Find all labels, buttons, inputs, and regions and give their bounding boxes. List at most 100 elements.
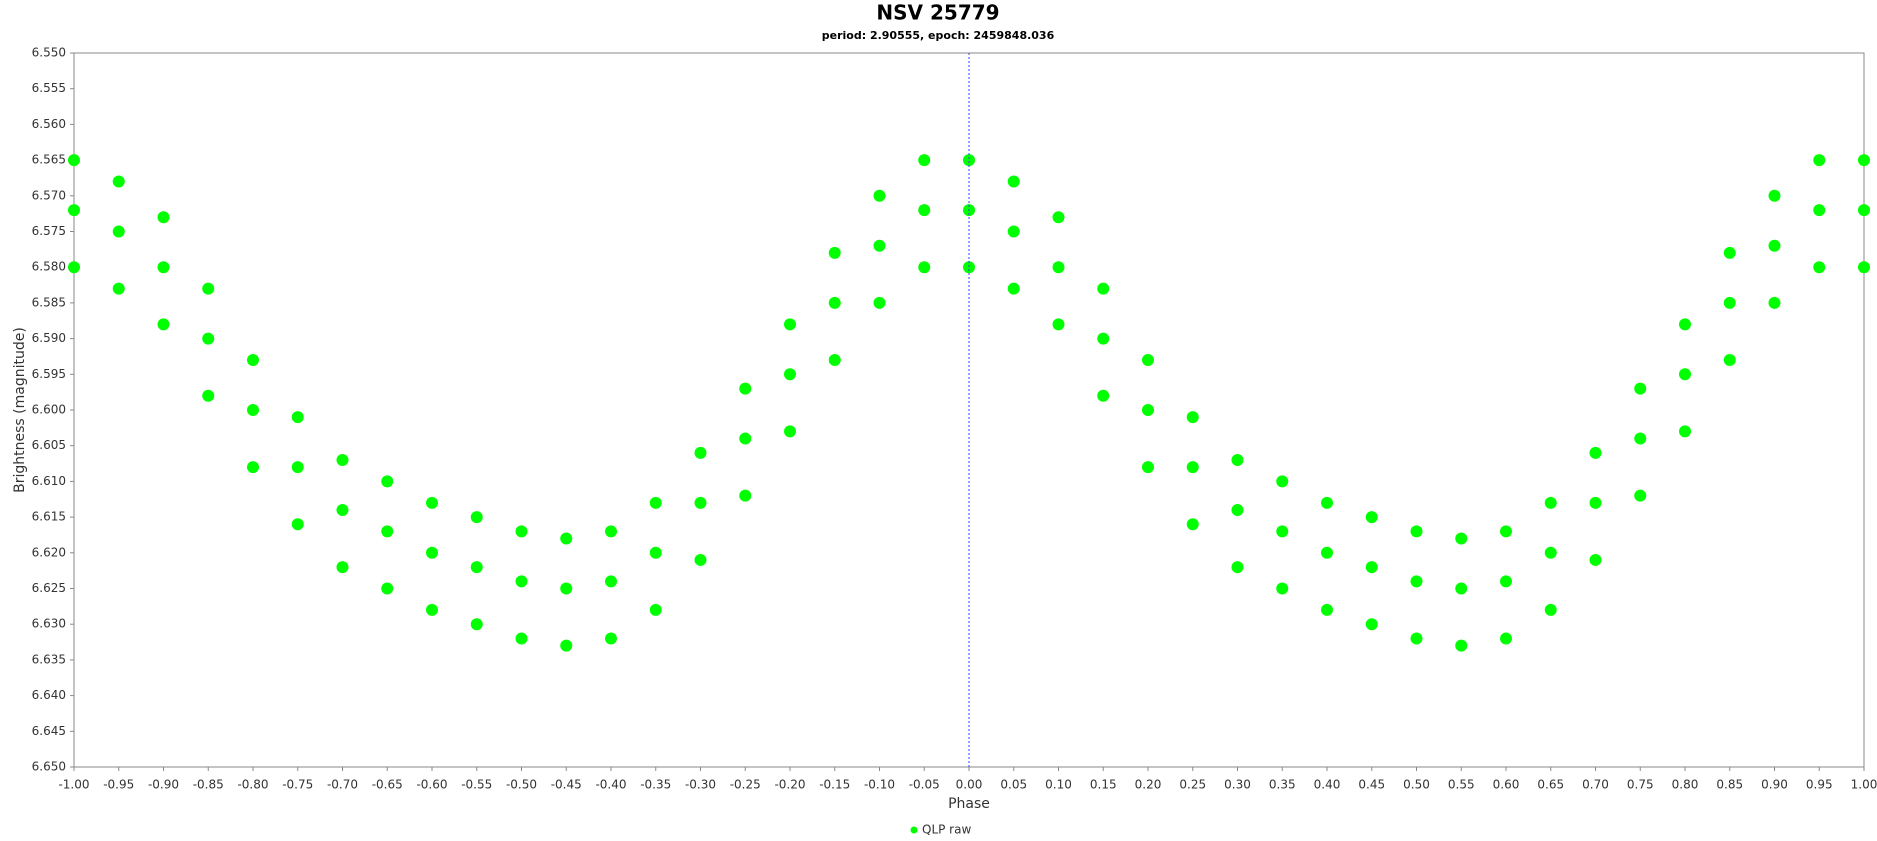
data-point bbox=[1544, 546, 1557, 559]
x-tick-label: 0.35 bbox=[1269, 778, 1296, 792]
legend-label: QLP raw bbox=[922, 823, 971, 837]
data-point bbox=[1679, 425, 1691, 438]
y-tick-label: 6.650 bbox=[32, 760, 66, 774]
data-point bbox=[336, 503, 349, 516]
x-tick-label: 0.75 bbox=[1627, 778, 1654, 792]
data-point bbox=[291, 411, 304, 424]
data-point bbox=[1321, 496, 1333, 509]
data-point bbox=[1097, 282, 1110, 295]
data-point bbox=[291, 518, 304, 531]
data-point bbox=[1186, 411, 1199, 424]
data-point bbox=[1858, 261, 1870, 274]
x-tick-label: -0.65 bbox=[372, 778, 403, 792]
y-tick-label: 6.570 bbox=[32, 188, 66, 202]
data-point bbox=[1231, 453, 1244, 466]
data-point bbox=[336, 561, 349, 574]
data-point bbox=[1276, 582, 1289, 595]
data-point bbox=[1768, 239, 1781, 252]
x-tick-label: -0.10 bbox=[864, 778, 895, 792]
data-point bbox=[426, 496, 438, 509]
data-point bbox=[1544, 496, 1557, 509]
y-tick-label: 6.555 bbox=[32, 81, 66, 95]
data-point bbox=[470, 511, 483, 524]
y-tick-label: 6.620 bbox=[32, 545, 66, 559]
x-tick-label: -0.70 bbox=[327, 778, 358, 792]
y-tick-label: 6.600 bbox=[32, 403, 66, 417]
x-tick-label: -0.80 bbox=[237, 778, 268, 792]
data-point bbox=[694, 496, 707, 509]
data-point bbox=[202, 332, 215, 345]
data-point bbox=[470, 561, 483, 574]
data-point bbox=[560, 582, 573, 595]
x-tick-label: 0.40 bbox=[1314, 778, 1341, 792]
y-tick-label: 6.635 bbox=[32, 652, 66, 666]
x-tick-label: -0.50 bbox=[506, 778, 537, 792]
data-point bbox=[1276, 525, 1289, 538]
x-tick-label: -0.85 bbox=[193, 778, 224, 792]
y-tick-label: 6.580 bbox=[32, 260, 66, 274]
x-tick-label: 0.60 bbox=[1493, 778, 1520, 792]
data-point bbox=[560, 532, 573, 545]
x-tick-label: -0.05 bbox=[909, 778, 940, 792]
data-point bbox=[1679, 368, 1691, 381]
data-point bbox=[918, 154, 931, 167]
x-tick-label: -0.55 bbox=[461, 778, 492, 792]
data-point bbox=[1768, 296, 1781, 309]
x-tick-label: 0.80 bbox=[1672, 778, 1699, 792]
data-point bbox=[68, 154, 80, 167]
y-tick-label: 6.590 bbox=[32, 331, 66, 345]
data-point bbox=[1410, 632, 1423, 645]
x-tick-label: -0.35 bbox=[640, 778, 671, 792]
y-tick-label: 6.625 bbox=[32, 581, 66, 595]
data-point bbox=[1321, 603, 1333, 616]
x-tick-label: 0.00 bbox=[956, 778, 983, 792]
data-point bbox=[1500, 575, 1512, 588]
data-point bbox=[1365, 618, 1378, 631]
data-point bbox=[1321, 546, 1333, 559]
data-point bbox=[515, 632, 528, 645]
data-point bbox=[918, 261, 931, 274]
data-point bbox=[247, 461, 259, 474]
data-point bbox=[1007, 282, 1020, 295]
data-point bbox=[1410, 575, 1423, 588]
data-point bbox=[1365, 561, 1378, 574]
data-point bbox=[963, 154, 975, 167]
data-point bbox=[694, 446, 707, 459]
data-point bbox=[1097, 389, 1110, 402]
data-point bbox=[112, 225, 125, 238]
y-tick-label: 6.630 bbox=[32, 617, 66, 631]
x-tick-label: 0.70 bbox=[1582, 778, 1609, 792]
data-point bbox=[336, 453, 349, 466]
x-tick-label: -1.00 bbox=[58, 778, 89, 792]
data-point bbox=[1813, 154, 1826, 167]
data-point bbox=[381, 475, 394, 488]
data-point bbox=[1500, 525, 1512, 538]
data-point bbox=[202, 389, 215, 402]
data-point bbox=[873, 239, 886, 252]
data-point bbox=[784, 425, 796, 438]
data-point bbox=[426, 546, 438, 559]
chart-subtitle: period: 2.90555, epoch: 2459848.036 bbox=[822, 29, 1055, 42]
data-point bbox=[1052, 318, 1065, 331]
data-point bbox=[1455, 532, 1468, 545]
data-point bbox=[1007, 175, 1020, 188]
data-point bbox=[1679, 318, 1691, 331]
x-tick-label: -0.40 bbox=[595, 778, 626, 792]
data-point bbox=[605, 575, 617, 588]
data-point bbox=[1858, 204, 1870, 217]
data-point bbox=[918, 204, 931, 217]
x-tick-label: -0.45 bbox=[551, 778, 582, 792]
x-tick-label: -0.15 bbox=[819, 778, 850, 792]
data-point bbox=[470, 618, 483, 631]
x-tick-label: -0.95 bbox=[103, 778, 134, 792]
y-tick-label: 6.645 bbox=[32, 724, 66, 738]
data-point bbox=[1634, 489, 1647, 502]
data-point bbox=[1768, 189, 1781, 202]
y-tick-label: 6.610 bbox=[32, 474, 66, 488]
x-axis-label: Phase bbox=[948, 796, 990, 812]
data-point bbox=[1589, 446, 1602, 459]
y-tick-label: 6.560 bbox=[32, 117, 66, 131]
y-tick-label: 6.595 bbox=[32, 367, 66, 381]
